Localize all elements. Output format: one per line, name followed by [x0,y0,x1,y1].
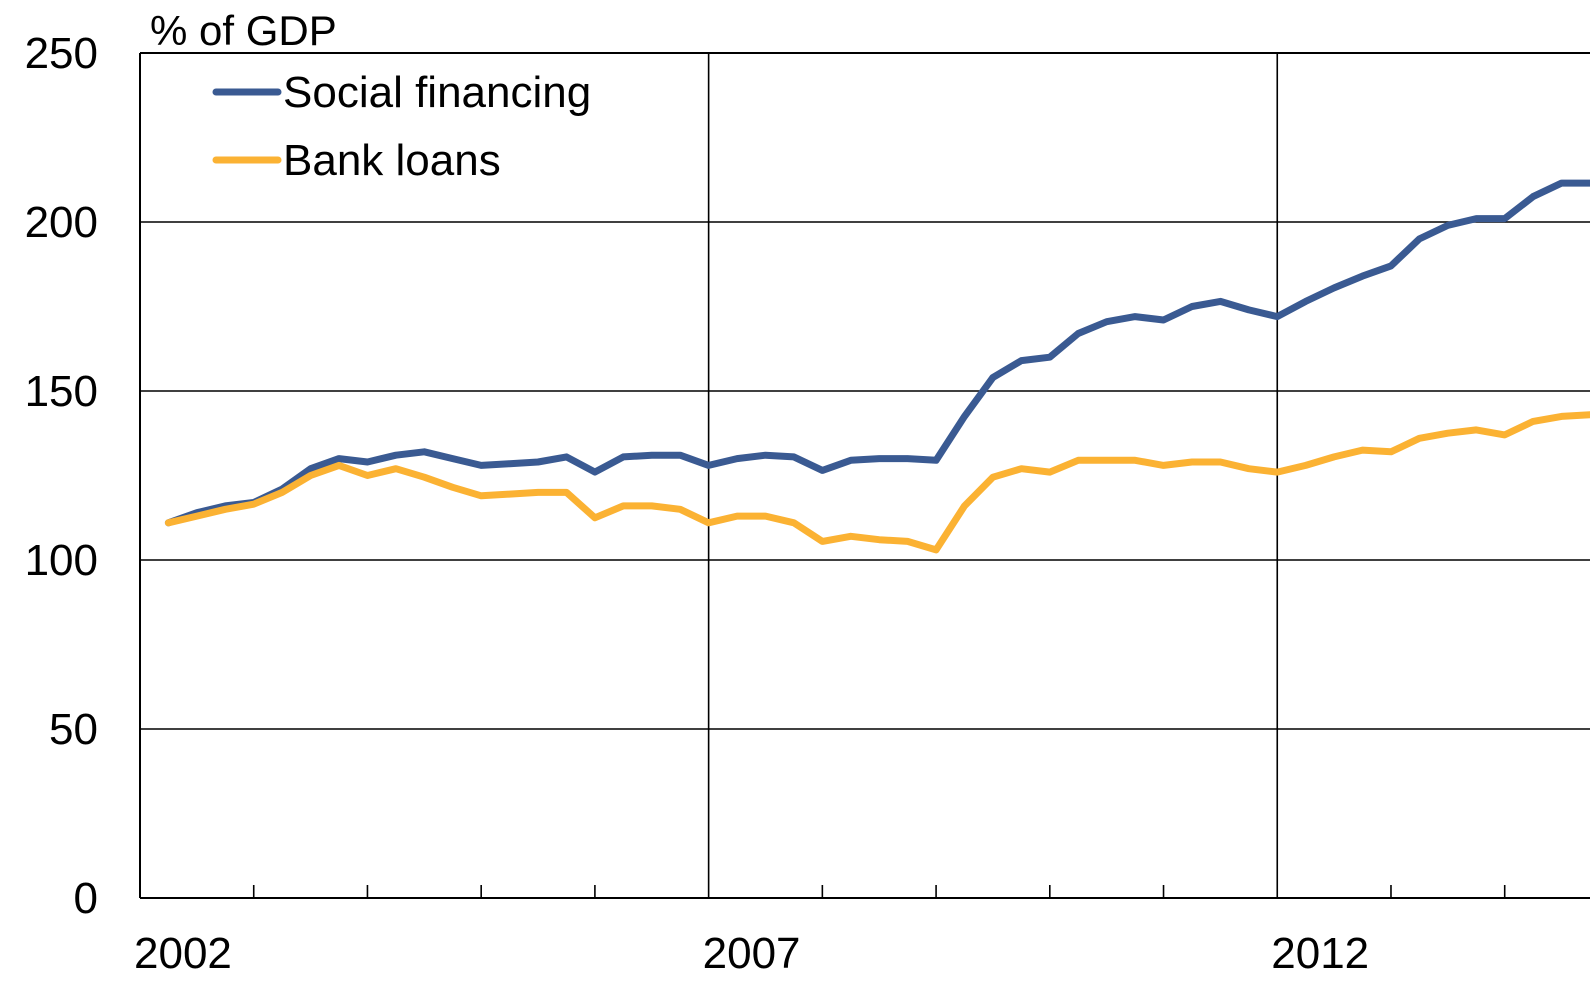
legend: Social financing Bank loans [212,68,591,185]
series-line-bank-loans [164,411,1590,554]
legend-label-social-financing: Social financing [283,68,591,117]
x-axis-ticks: 2002 2007 2012 [134,885,1506,978]
y-tick-label-50: 50 [49,705,98,754]
x-tick-label-2012: 2012 [1271,929,1369,978]
plot-frame [139,52,1590,899]
y-axis-unit-label: % of GDP [150,7,337,54]
y-tick-label-0: 0 [74,874,98,923]
legend-label-bank-loans: Bank loans [283,136,501,185]
y-tick-label-250: 250 [25,29,98,78]
x-tick-label-2002: 2002 [134,929,232,978]
x-tick-label-2007: 2007 [703,929,801,978]
y-axis-tick-labels: 0 50 100 150 200 250 [25,29,98,923]
y-tick-label-100: 100 [25,536,98,585]
series-line-social-financing [164,179,1590,527]
series-lines [164,179,1590,554]
y-tick-label-200: 200 [25,198,98,247]
y-tick-label-150: 150 [25,367,98,416]
